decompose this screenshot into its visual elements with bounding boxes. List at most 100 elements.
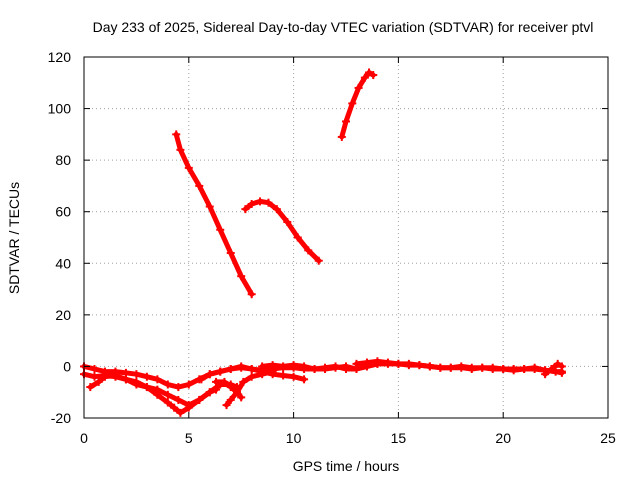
data-point: [216, 225, 225, 234]
data-point: [369, 71, 378, 80]
data-point: [348, 99, 357, 108]
data-point: [176, 145, 185, 154]
data-point: [362, 358, 371, 367]
data-point: [163, 398, 172, 407]
data-point: [121, 375, 130, 384]
data-point: [279, 371, 288, 380]
axis-ticks: 0 5 10 15 20 25 -20 0 20 40 60 80 100 120: [48, 49, 616, 446]
data-point: [197, 375, 206, 384]
data-point: [300, 375, 309, 384]
data-point: [174, 383, 183, 392]
data-point: [247, 365, 256, 374]
data-point: [436, 363, 445, 372]
data-point: [331, 362, 340, 371]
data-point: [205, 388, 214, 397]
data-point: [425, 362, 434, 371]
data-point: [174, 395, 183, 404]
data-point: [499, 365, 508, 374]
data-point: [279, 362, 288, 371]
data-point: [300, 362, 309, 371]
data-point: [90, 365, 99, 374]
data-point: [530, 365, 539, 374]
grid: [84, 57, 608, 418]
data-point: [216, 367, 225, 376]
series-1-line: [173, 131, 255, 297]
data-point: [415, 361, 424, 370]
data-point: [258, 370, 267, 379]
data-point: [337, 132, 346, 141]
data-point: [94, 377, 103, 386]
data-point: [342, 117, 350, 126]
data-point: [310, 365, 319, 374]
data-point: [184, 163, 193, 172]
data-point: [233, 388, 242, 397]
x-tick-label: 0: [80, 430, 88, 446]
data-point: [258, 362, 267, 371]
data-point: [365, 68, 374, 77]
data-point: [247, 199, 256, 208]
y-tick-label: 0: [63, 358, 71, 374]
y-tick-label: 100: [48, 101, 72, 117]
data-point: [226, 365, 235, 374]
data-point: [226, 395, 235, 404]
data-point: [509, 366, 518, 375]
data-point: [520, 365, 529, 374]
series-6-line: [87, 373, 240, 408]
data-point: [551, 367, 560, 376]
data-point: [283, 218, 292, 227]
data-point: [132, 370, 141, 379]
data-point: [205, 370, 214, 379]
data-point: [247, 372, 256, 381]
data-point: [111, 371, 120, 380]
data-point: [342, 365, 350, 374]
data-point: [373, 357, 382, 366]
data-point: [195, 395, 204, 404]
x-tick-label: 25: [600, 430, 616, 446]
data-point: [205, 202, 214, 211]
data-point: [170, 403, 179, 412]
data-point: [184, 380, 193, 389]
data-point: [212, 377, 221, 386]
y-tick-label: 60: [55, 204, 71, 220]
data-point: [383, 358, 392, 367]
data-point: [467, 365, 476, 374]
data-point: [153, 385, 162, 394]
data-point: [100, 372, 109, 381]
x-axis-label: GPS time / hours: [293, 458, 400, 474]
x-tick-label: 20: [495, 430, 511, 446]
data-point: [446, 363, 455, 372]
data-point: [163, 390, 172, 399]
x-tick-label: 10: [286, 430, 302, 446]
data-point: [314, 256, 323, 265]
y-tick-label: 40: [55, 255, 71, 271]
y-tick-label: 120: [48, 49, 72, 65]
series-group: [80, 68, 566, 417]
series-3-line: [339, 70, 376, 140]
plot-frame: [83, 56, 609, 419]
data-point: [268, 361, 277, 370]
data-point: [304, 246, 313, 255]
data-point: [132, 380, 141, 389]
data-point: [541, 370, 550, 379]
data-point: [142, 383, 151, 392]
data-point: [264, 198, 273, 207]
data-point: [547, 365, 556, 374]
x-tick-label: 15: [391, 430, 407, 446]
data-point: [241, 205, 250, 214]
data-point: [293, 233, 302, 242]
data-point: [488, 365, 497, 374]
data-point: [226, 383, 235, 392]
data-point: [237, 362, 246, 371]
data-point: [195, 181, 204, 190]
data-point: [404, 361, 413, 370]
series-13-line: [542, 361, 565, 377]
data-point: [557, 362, 566, 371]
data-point: [226, 248, 235, 257]
data-point: [553, 359, 562, 368]
data-point: [184, 401, 193, 410]
data-point: [239, 377, 248, 386]
data-point: [394, 359, 403, 368]
data-point: [354, 83, 363, 92]
x-tick-label: 5: [185, 430, 193, 446]
